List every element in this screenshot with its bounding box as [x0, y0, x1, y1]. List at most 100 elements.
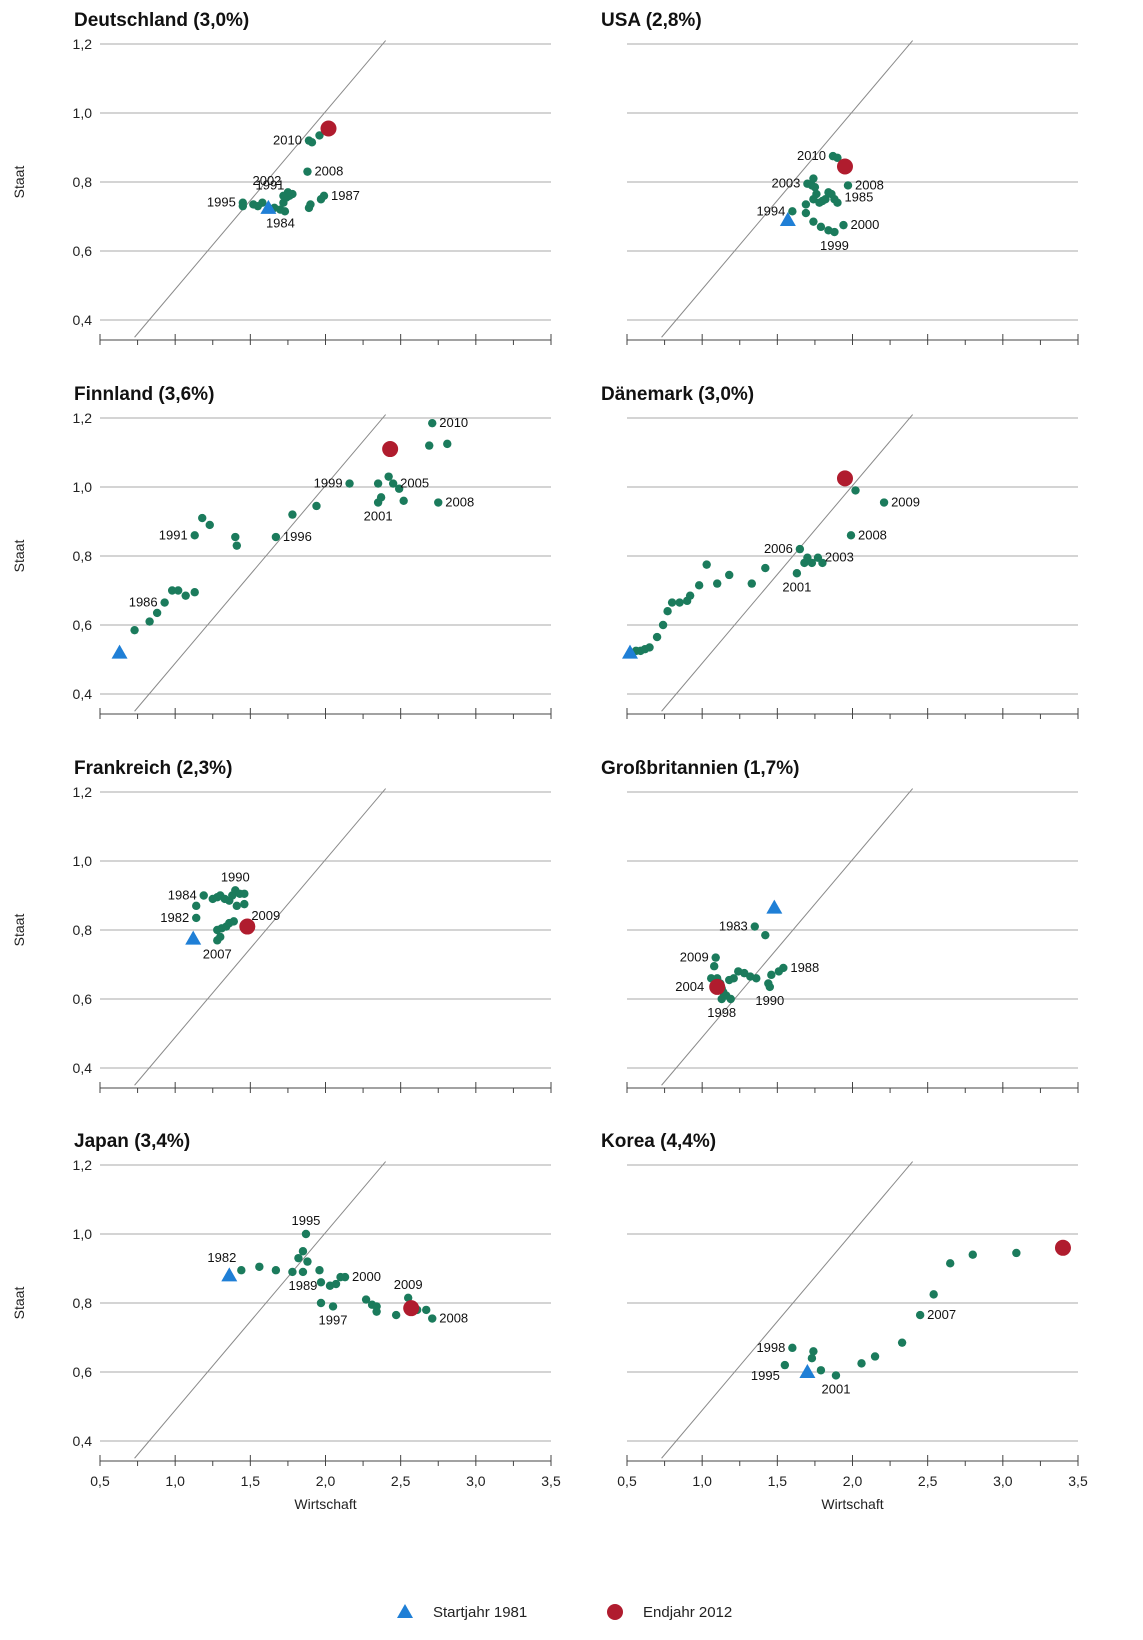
data-point	[238, 201, 248, 211]
point-label: 1988	[790, 960, 819, 975]
data-point	[288, 1267, 297, 1277]
point-label: 1994	[756, 203, 785, 218]
data-point	[792, 569, 802, 578]
point-label: 1989	[288, 1278, 317, 1293]
data-point	[747, 579, 756, 588]
point-label: 2008	[445, 495, 474, 510]
y-tick-label: 0,6	[73, 991, 93, 1007]
x-tick-label: 1,0	[692, 1473, 712, 1489]
data-point	[645, 643, 654, 652]
data-point	[384, 472, 393, 481]
x-tick-label: 3,5	[1068, 1473, 1088, 1489]
point-label: 2009	[251, 908, 280, 923]
data-point	[897, 1338, 907, 1347]
x-tick-label: 3,0	[993, 1473, 1013, 1489]
data-point	[761, 563, 770, 573]
data-point	[667, 598, 677, 607]
point-label: 2010	[273, 133, 302, 148]
data-point	[816, 222, 826, 232]
end-marker	[709, 978, 726, 995]
data-point	[394, 484, 404, 493]
end-marker	[403, 1300, 420, 1317]
data-point	[388, 479, 398, 488]
point-label: 1995	[291, 1213, 320, 1228]
data-point	[833, 198, 842, 207]
x-tick-label: 3,5	[541, 1473, 561, 1489]
x-tick-label: 1,5	[241, 1473, 261, 1489]
data-point	[713, 579, 722, 588]
reference-diagonal	[134, 1161, 387, 1459]
data-point	[216, 932, 225, 942]
end-marker	[382, 441, 399, 458]
data-point	[839, 220, 848, 230]
panel-title: Finnland (3,6%)	[74, 384, 214, 405]
y-tick-label: 0,4	[73, 312, 93, 328]
panel-title: Deutschland (3,0%)	[74, 10, 249, 31]
point-label: 2008	[314, 164, 343, 179]
y-tick-label: 1,2	[73, 1157, 93, 1173]
data-point	[750, 922, 759, 931]
y-tick-label: 0,6	[73, 617, 93, 633]
data-point	[240, 889, 249, 898]
data-point	[345, 479, 354, 488]
data-point	[652, 632, 662, 642]
start-marker	[799, 1364, 816, 1378]
point-label: 1995	[751, 1368, 780, 1383]
data-point	[809, 217, 818, 226]
data-point	[726, 994, 735, 1004]
point-label: 2009	[891, 495, 920, 510]
y-axis-label: Staat	[11, 914, 27, 947]
y-tick-label: 0,8	[73, 174, 93, 190]
y-tick-label: 1,0	[73, 105, 93, 121]
x-tick-label: 2,0	[316, 1473, 336, 1489]
data-point	[192, 913, 201, 923]
data-point	[915, 1310, 925, 1320]
point-label: 1986	[129, 595, 158, 610]
data-point	[830, 227, 839, 237]
data-point	[403, 1293, 413, 1303]
data-point	[152, 608, 162, 618]
x-tick-label: 3,0	[466, 1473, 486, 1489]
point-label: 2010	[797, 148, 826, 163]
reference-diagonal	[134, 788, 387, 1086]
x-axis-label: Wirtschaft	[821, 1496, 883, 1512]
data-point	[298, 1247, 308, 1256]
data-point	[331, 1279, 341, 1289]
data-point	[391, 1310, 401, 1320]
y-tick-label: 0,4	[73, 1433, 93, 1449]
data-point	[857, 1359, 866, 1368]
point-label: 1996	[283, 529, 312, 544]
data-point	[685, 591, 695, 600]
start-marker	[779, 211, 796, 226]
data-point	[130, 625, 139, 635]
data-point	[271, 532, 281, 542]
data-point	[663, 607, 672, 616]
y-tick-label: 1,0	[73, 853, 93, 869]
data-point	[280, 207, 290, 216]
reference-diagonal	[134, 40, 387, 338]
legend-label: Endjahr 2012	[643, 1604, 732, 1621]
data-point	[229, 917, 238, 926]
data-point	[810, 182, 820, 192]
point-label: 2003	[825, 550, 854, 565]
panel-title: Frankreich (2,3%)	[74, 758, 232, 779]
data-point	[717, 994, 726, 1004]
data-point	[190, 531, 199, 540]
y-axis-label: Staat	[11, 1287, 27, 1320]
data-point	[428, 418, 437, 428]
end-marker	[239, 918, 256, 935]
data-point	[807, 1354, 817, 1363]
data-point	[319, 191, 329, 200]
legend-label: Startjahr 1981	[433, 1604, 527, 1621]
data-point	[658, 620, 668, 630]
data-point	[761, 930, 770, 940]
end-marker	[836, 158, 853, 175]
point-label: 1982	[207, 1250, 236, 1265]
data-point	[788, 207, 797, 216]
y-tick-label: 0,8	[73, 548, 93, 564]
point-label: 2005	[400, 476, 429, 491]
start-marker	[766, 899, 783, 914]
data-point	[373, 479, 383, 488]
data-point	[199, 891, 208, 900]
